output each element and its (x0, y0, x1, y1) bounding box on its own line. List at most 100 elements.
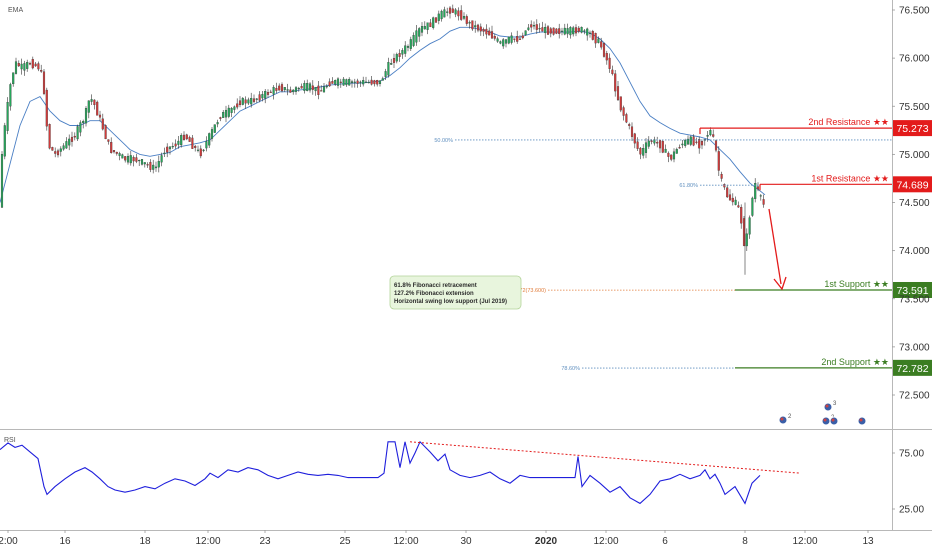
flag-icon[interactable]: 3 (823, 401, 837, 412)
candle-body (448, 7, 452, 14)
level-resistance[interactable]: 2nd Resistance ★★ 75.273 (699, 117, 932, 137)
candle-body (457, 10, 460, 17)
candle-body (569, 27, 572, 36)
candle (661, 140, 664, 154)
candle (353, 78, 356, 88)
candle (689, 135, 692, 147)
candle-body (406, 46, 410, 48)
candle-body (294, 87, 298, 92)
candle (401, 48, 404, 59)
candle-body (532, 25, 536, 27)
level-label: 2nd Resistance ★★ (808, 117, 889, 127)
time-axis[interactable]: 2:00 16 18 12:00 23 25 12:00 30 2020 12:00 6 8 12:00… (0, 530, 932, 547)
candle (726, 184, 729, 199)
candle (210, 127, 214, 142)
candle-body (199, 148, 202, 157)
candle-body (297, 87, 300, 90)
candle-body (572, 27, 575, 35)
candle (115, 151, 118, 156)
candle (275, 82, 278, 94)
candle (82, 119, 85, 129)
candle (244, 96, 247, 109)
candle-body (384, 71, 387, 77)
candle (269, 89, 272, 93)
candle (751, 196, 754, 217)
candle (681, 140, 684, 149)
candle (639, 147, 642, 160)
candle (317, 80, 320, 100)
flag-icon[interactable] (829, 416, 839, 426)
candle (331, 77, 334, 84)
candle (224, 105, 228, 123)
rsi-axis[interactable]: 75.00 25.00 (892, 449, 924, 516)
candle (202, 148, 205, 153)
annotation-box: 61.8% Fibonacci retracement 127.2% Fibon… (389, 275, 522, 310)
candle (605, 50, 608, 65)
candle-body (244, 99, 247, 104)
candle-body (728, 194, 732, 201)
candle (434, 17, 438, 23)
candle (294, 86, 298, 95)
candle-body (373, 80, 376, 85)
candle-body (317, 85, 320, 96)
candle (320, 85, 323, 92)
candle (479, 23, 482, 36)
candle-body (73, 135, 76, 138)
candle-body (348, 79, 351, 86)
time-axis-tick-label: 16 (59, 536, 71, 547)
annotation-box-background (389, 275, 522, 310)
candle-body (306, 83, 309, 91)
level-support[interactable]: 1st Support ★★ 73.591 (735, 279, 932, 298)
candle (392, 53, 396, 69)
candle-body (675, 149, 678, 154)
candle (546, 24, 550, 35)
candle (409, 36, 412, 51)
flag-icon[interactable]: 2 (778, 414, 792, 425)
ema-line-group (0, 26, 766, 203)
candle (717, 146, 720, 177)
candle-body (182, 134, 186, 141)
candle (737, 201, 740, 208)
candle (420, 22, 424, 37)
candle-body (630, 126, 634, 137)
candle (14, 57, 18, 75)
candle (0, 151, 4, 209)
candle-body (70, 136, 74, 142)
level-resistance[interactable]: 1st Resistance ★★ 74.689 (759, 173, 932, 193)
candle (339, 78, 342, 88)
candle-body (398, 53, 401, 57)
candle (499, 40, 502, 45)
candle-body (591, 31, 594, 40)
candle (185, 133, 188, 141)
candle (286, 83, 289, 96)
candle (625, 112, 628, 124)
candle-body (118, 153, 121, 156)
candle (292, 89, 295, 95)
candle (289, 86, 292, 93)
rsi-axis-tick-label: 25.00 (899, 505, 924, 516)
candle-body (437, 13, 440, 21)
candle (266, 89, 270, 98)
candle (247, 97, 250, 106)
candle-body (672, 151, 676, 160)
flag-icon[interactable] (857, 416, 867, 426)
candle-body (353, 81, 356, 83)
price-pane[interactable]: EMA 50.00% 61.80% 78.60% 1.272(73.600) 2nd … (0, 4, 932, 426)
level-support[interactable]: 2nd Support ★★ 72.782 (735, 357, 932, 376)
candle-body (82, 121, 85, 124)
candle-body (194, 145, 197, 148)
candle-body (174, 143, 177, 147)
price-axis[interactable]: 76.500 76.000 75.500 75.000 74.500 74.000 73.5… (892, 0, 930, 530)
candle (118, 151, 121, 161)
candle (168, 146, 172, 155)
candle-body (6, 102, 9, 131)
rsi-pane[interactable]: RSI (0, 437, 801, 505)
candle (608, 53, 611, 73)
candle-body (20, 63, 23, 70)
candle-body (521, 35, 524, 39)
candles-group (0, 4, 765, 275)
candle (73, 132, 76, 141)
rsi-line-group (0, 440, 801, 505)
candle-body (12, 72, 15, 85)
candle-body (636, 141, 639, 149)
